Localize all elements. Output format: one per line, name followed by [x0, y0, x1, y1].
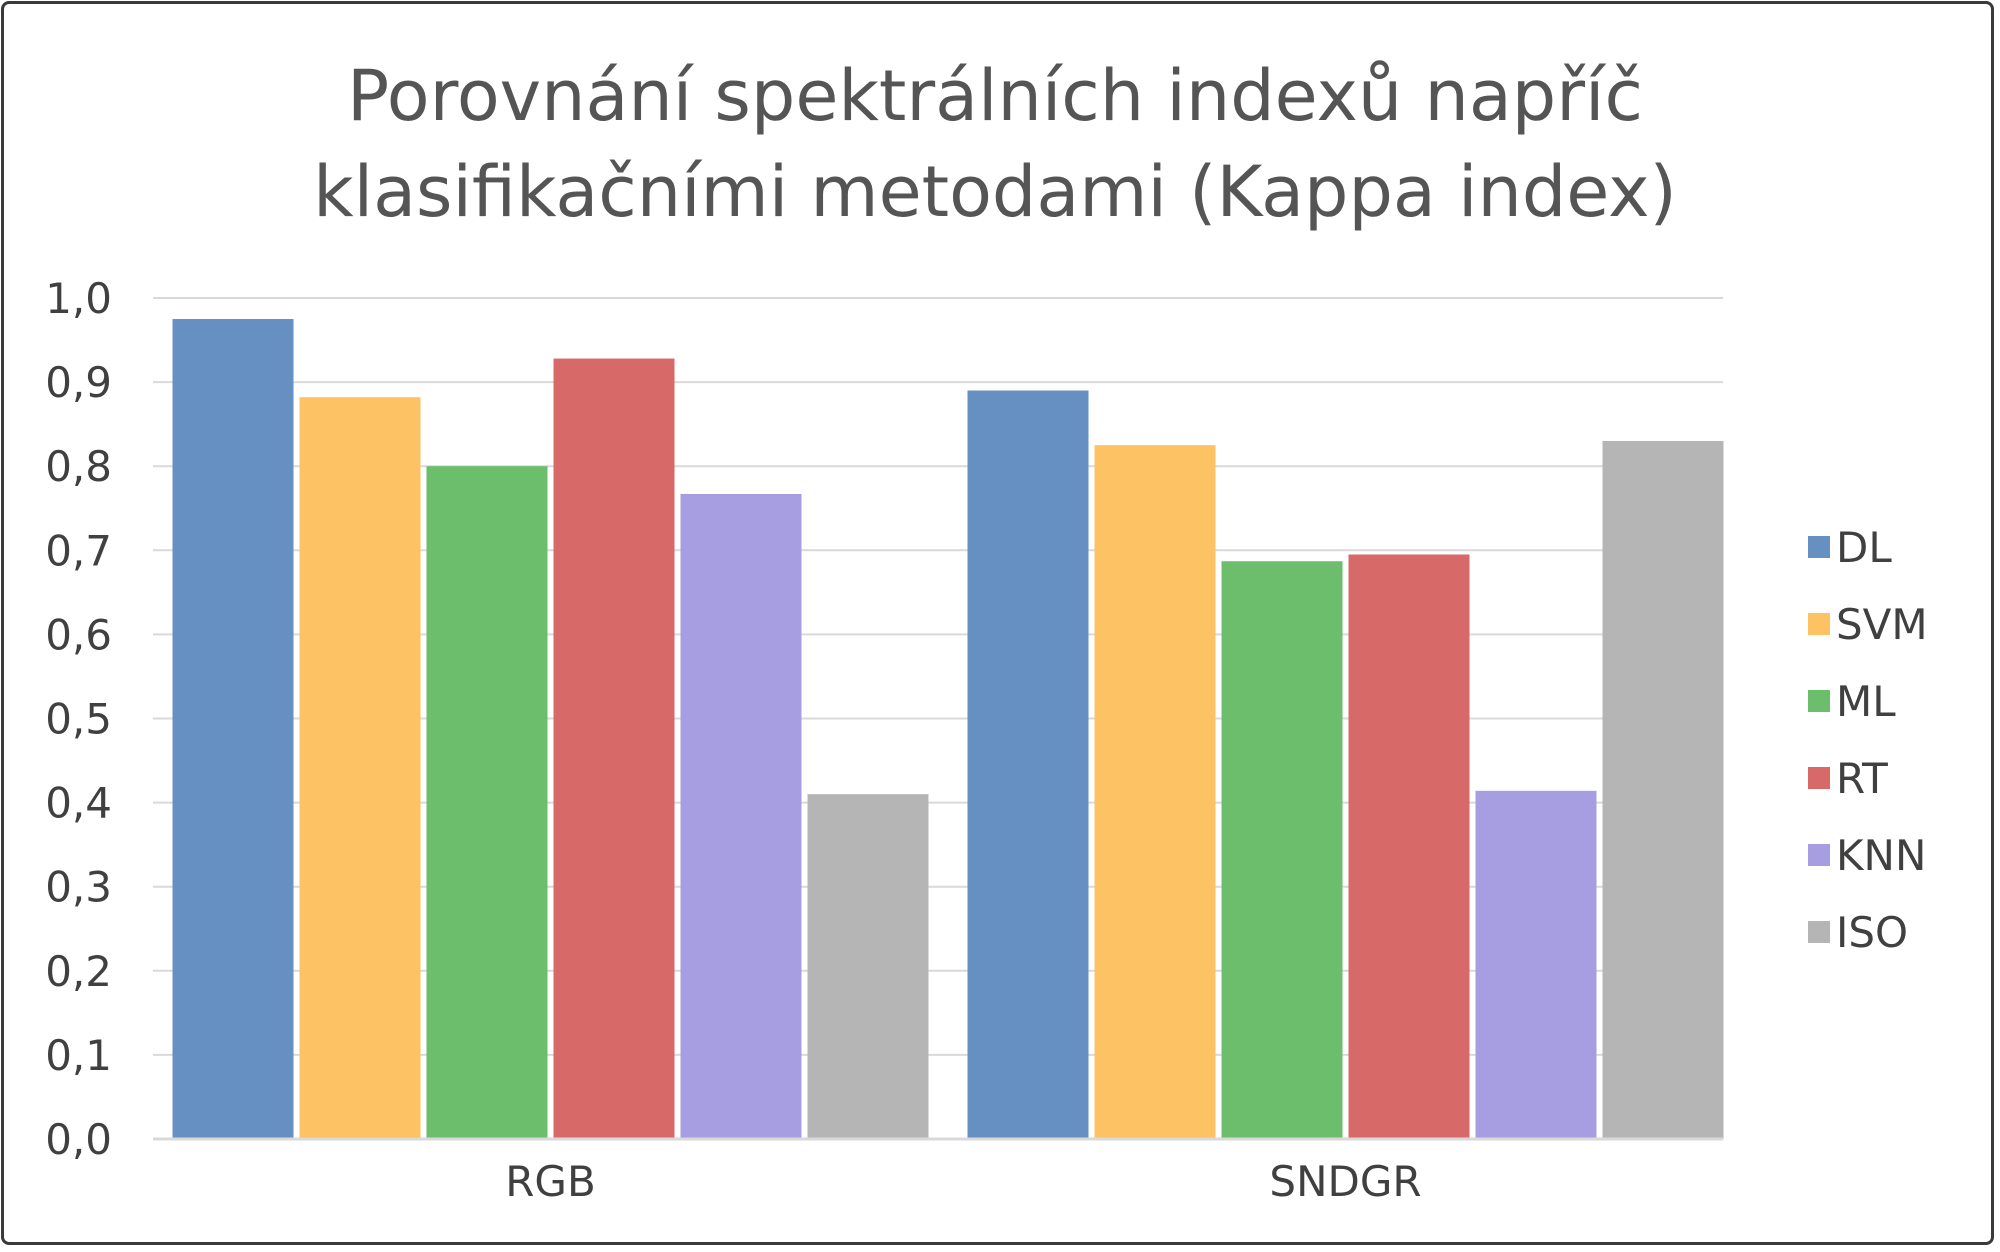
bar-knn-rgb [680, 493, 802, 1139]
y-tick-label: 0,9 [45, 358, 112, 407]
bar-ml-sndgr [1221, 561, 1343, 1139]
x-axis-categories: RGB SNDGR [505, 1157, 1421, 1206]
legend-label-dl: DL [1836, 523, 1892, 572]
bar-rt-rgb [553, 358, 675, 1139]
bars [172, 319, 1724, 1140]
legend-swatch-ml [1808, 690, 1830, 712]
legend: DL SVM ML RT KNN ISO [1808, 523, 1928, 957]
chart-title-line-1: Porovnání spektrálních indexů napříč [347, 55, 1643, 137]
y-tick-label: 0,0 [45, 1115, 112, 1164]
legend-label-iso: ISO [1836, 908, 1908, 957]
legend-swatch-rt [1808, 767, 1830, 789]
legend-label-knn: KNN [1836, 831, 1926, 880]
bar-ml-rgb [426, 466, 548, 1139]
bar-dl-rgb [172, 319, 294, 1139]
legend-swatch-knn [1808, 844, 1830, 866]
legend-swatch-iso [1808, 921, 1830, 943]
bar-rt-sndgr [1348, 554, 1470, 1139]
legend-swatch-svm [1808, 613, 1830, 635]
legend-swatch-dl [1808, 536, 1830, 558]
y-tick-label: 0,4 [45, 779, 112, 828]
y-tick-label: 0,7 [45, 526, 112, 575]
y-tick-label: 0,5 [45, 695, 112, 744]
bar-dl-sndgr [967, 390, 1089, 1139]
bar-knn-sndgr [1475, 790, 1597, 1139]
legend-label-rt: RT [1836, 754, 1888, 803]
chart-title: Porovnání spektrálních indexů napříč kla… [313, 55, 1677, 233]
y-tick-label: 1,0 [45, 274, 112, 323]
y-tick-label: 0,2 [45, 947, 112, 996]
y-tick-label: 0,1 [45, 1031, 112, 1080]
bar-svm-sndgr [1094, 445, 1216, 1139]
chart-title-line-2: klasifikačními metodami (Kappa index) [313, 151, 1677, 233]
x-category-label: SNDGR [1269, 1157, 1421, 1206]
bar-svm-rgb [299, 397, 421, 1139]
y-axis-ticks: 0,0 0,1 0,2 0,3 0,4 0,5 0,6 0,7 0,8 0,9 1,0 [45, 274, 112, 1164]
legend-label-svm: SVM [1836, 600, 1928, 649]
bar-iso-sndgr [1602, 440, 1724, 1140]
y-tick-label: 0,8 [45, 442, 112, 491]
y-tick-label: 0,6 [45, 610, 112, 659]
bar-iso-rgb [807, 794, 929, 1139]
x-category-label: RGB [505, 1157, 596, 1206]
y-tick-label: 0,3 [45, 863, 112, 912]
legend-label-ml: ML [1836, 677, 1896, 726]
